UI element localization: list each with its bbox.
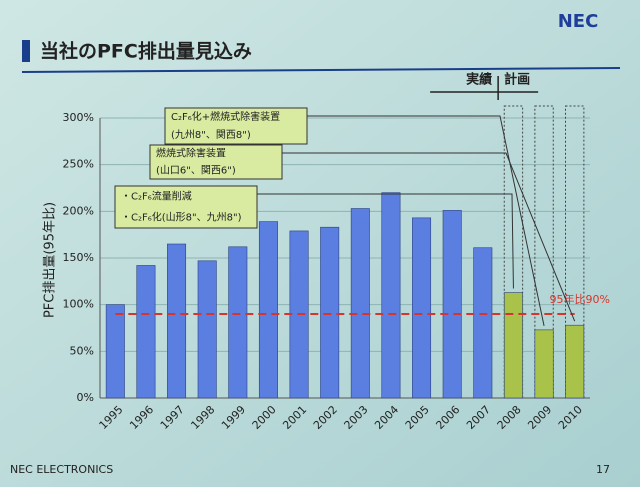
title-rule <box>21 67 621 73</box>
y-tick-label: 200% <box>63 204 94 217</box>
chart-title: 当社のPFC排出量見込み <box>40 40 252 63</box>
annotation-text: C₂F₆化+燃焼式除害装置 <box>171 110 280 123</box>
bar <box>258 221 278 399</box>
bar <box>473 247 493 399</box>
annotation-text: (山口6"、関西6") <box>156 165 236 177</box>
bar <box>350 208 370 399</box>
annotation-box <box>149 144 283 180</box>
bar <box>136 265 156 399</box>
plan-outline <box>534 105 554 399</box>
bar <box>228 246 248 399</box>
series-label: 計画 <box>504 72 530 88</box>
bar <box>565 324 585 399</box>
bar <box>534 329 554 399</box>
bar <box>412 217 432 399</box>
bar <box>167 243 187 399</box>
bar <box>442 210 462 399</box>
y-tick-label: 50% <box>70 344 94 357</box>
annotation-box <box>114 185 258 229</box>
logo: NEC <box>558 11 599 32</box>
y-tick-label: 0% <box>77 391 94 404</box>
bar <box>320 226 340 399</box>
series-label: 実績 <box>466 72 492 88</box>
annotation-leader <box>307 115 545 326</box>
annotation-text: 燃焼式除害装置 <box>156 147 226 160</box>
y-tick-label: 250% <box>63 158 94 171</box>
annotation-leader <box>282 152 576 322</box>
y-axis-label: PFC排出量(95年比) <box>43 202 58 318</box>
bar <box>503 292 523 399</box>
annotation-leader <box>257 193 514 289</box>
annotation-text: (九州8"、関西8") <box>171 129 251 141</box>
title-marker <box>22 40 30 62</box>
y-tick-label: 100% <box>63 298 94 311</box>
y-tick-label: 300% <box>63 111 94 124</box>
annotation-text: ・C₂F₆化(山形8"、九州8") <box>121 211 242 224</box>
footer: NEC ELECTRONICS <box>10 463 113 476</box>
page-number: 17 <box>596 463 610 476</box>
plan-outline <box>503 105 524 399</box>
bar <box>381 192 401 399</box>
plan-outline <box>565 105 585 399</box>
annotation-text: ・C₂F₆流量削減 <box>121 190 192 203</box>
reference-label: 95年比90% <box>550 292 610 306</box>
y-tick-label: 150% <box>63 251 94 264</box>
annotation-box <box>164 107 308 145</box>
bar <box>197 260 217 399</box>
bar <box>105 304 125 399</box>
